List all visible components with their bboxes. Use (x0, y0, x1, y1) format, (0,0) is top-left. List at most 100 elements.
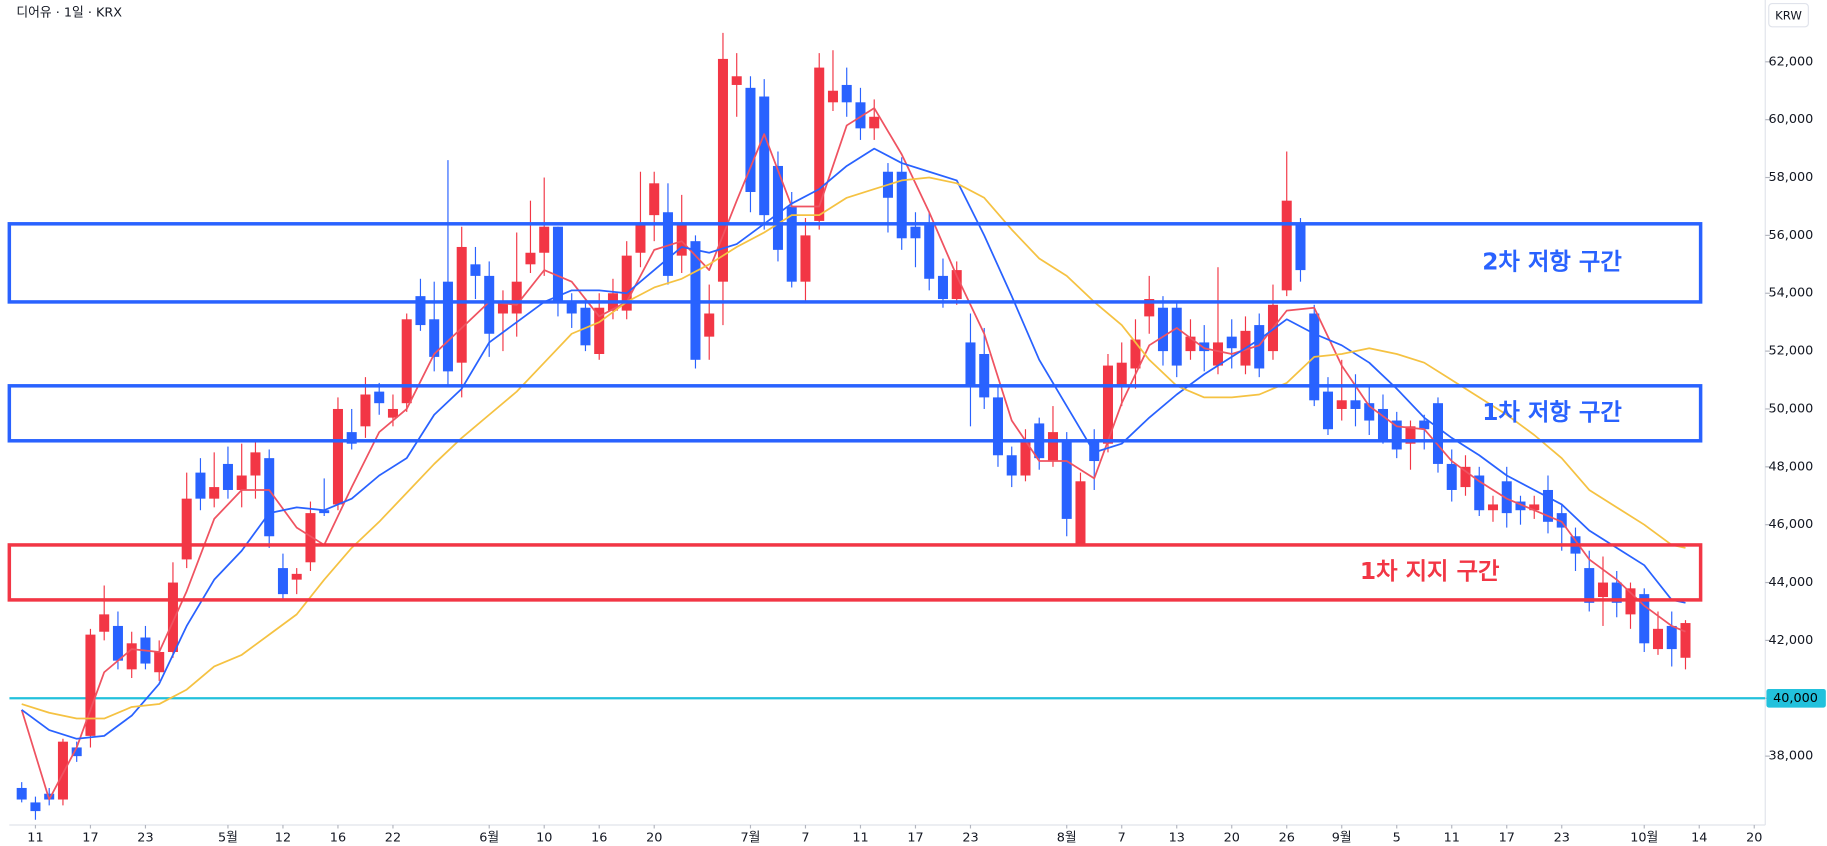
candle-body (264, 458, 275, 537)
candle-body (951, 270, 962, 300)
candle-body (112, 625, 123, 661)
candle-body (236, 475, 247, 490)
zone-box (7, 384, 1703, 443)
candle-body (470, 264, 481, 276)
candle-body (566, 301, 577, 314)
y-tick-label: 42,000 (1768, 633, 1813, 648)
level-label: 40,000 (1773, 691, 1818, 706)
candle-body (580, 307, 591, 346)
x-tick-label: 23 (962, 830, 978, 845)
candle-body (222, 463, 233, 490)
candle-body (57, 741, 68, 800)
zone-label: 1차 지지 구간 (1360, 558, 1500, 585)
candle-body (1611, 582, 1622, 603)
candle-body (965, 342, 976, 386)
candle-body (456, 246, 467, 363)
x-tick-label: 17 (907, 830, 923, 845)
candle-body (99, 614, 110, 632)
x-tick-label: 5 (1393, 830, 1401, 845)
y-tick-label: 46,000 (1768, 517, 1813, 532)
x-tick-label: 13 (1169, 830, 1185, 845)
zone-label: 2차 저항 구간 (1482, 248, 1622, 275)
x-tick-label: 16 (330, 830, 346, 845)
candle-body (1130, 339, 1141, 369)
currency-box[interactable] (1768, 2, 1809, 28)
x-tick-label: 17 (1499, 830, 1515, 845)
x-tick-label: 7월 (741, 830, 761, 845)
x-tick-label: 6월 (479, 830, 499, 845)
candle-body (1075, 481, 1086, 545)
x-tick-label: 12 (275, 830, 291, 845)
x-tick-label: 17 (82, 830, 98, 845)
candle-body (305, 513, 316, 563)
candle-body (1529, 504, 1540, 511)
candle-body (910, 226, 921, 239)
candle-body (800, 235, 811, 282)
x-tick-label: 11 (1444, 830, 1460, 845)
candle-body (896, 171, 907, 239)
candle-body (635, 223, 646, 253)
candle-body (1666, 625, 1677, 650)
moving-average-line (20, 107, 1686, 801)
candle-body (827, 90, 838, 103)
candle-body (1639, 594, 1650, 644)
candle-body (525, 252, 536, 265)
candle-body (869, 116, 880, 129)
candle-body (937, 275, 948, 300)
candle-body (181, 498, 192, 560)
candle-body (662, 212, 673, 276)
candle-body (1515, 501, 1526, 511)
x-tick-label: 20 (1224, 830, 1240, 845)
candle-body (1446, 463, 1457, 490)
candle-body (1405, 426, 1416, 444)
y-tick-label: 50,000 (1768, 401, 1813, 416)
candle-body (1144, 299, 1155, 317)
x-tick-label: 23 (1554, 830, 1570, 845)
candle-body (167, 582, 178, 652)
candle-body (195, 472, 206, 499)
y-tick-label: 52,000 (1768, 344, 1813, 359)
candle-body (1474, 475, 1485, 511)
candle-body (855, 102, 866, 129)
candle-body (924, 223, 935, 279)
candle-body (16, 787, 27, 800)
candle-body (277, 568, 288, 595)
candle-body (250, 452, 261, 476)
candle-body (1157, 307, 1168, 352)
candle-body (484, 275, 495, 334)
candle-body (1584, 568, 1595, 603)
candle-body (1487, 504, 1498, 511)
candle-body (621, 255, 632, 311)
x-tick-label: 5월 (218, 830, 238, 845)
candle-body (1281, 200, 1292, 291)
x-tick-label: 7 (801, 830, 809, 845)
candle-body (415, 296, 426, 326)
candle-body (1542, 489, 1553, 522)
x-tick-label: 16 (591, 830, 607, 845)
x-tick-label: 7 (1118, 830, 1126, 845)
candle-body (539, 226, 550, 253)
x-tick-label: 11 (27, 830, 43, 845)
y-tick-label: 54,000 (1768, 286, 1813, 301)
candle-body (1047, 432, 1058, 462)
candle-body (387, 408, 398, 418)
candle-body (1102, 365, 1113, 444)
candle-body (1322, 391, 1333, 430)
candle-body (1377, 408, 1388, 441)
x-tick-label: 14 (1691, 830, 1707, 845)
y-tick-label: 60,000 (1768, 112, 1813, 127)
candle-body (1212, 342, 1223, 366)
candle-body (1295, 223, 1306, 271)
candle-body (1336, 400, 1347, 409)
zone-box (7, 222, 1703, 304)
zone-label: 1차 저항 구간 (1482, 399, 1622, 426)
candle-body (717, 58, 728, 282)
y-tick-label: 38,000 (1768, 749, 1813, 764)
candle-body (594, 307, 605, 355)
candle-body (786, 206, 797, 282)
candle-body (374, 391, 385, 404)
candle-body (1419, 420, 1430, 430)
candle-body (429, 319, 440, 357)
